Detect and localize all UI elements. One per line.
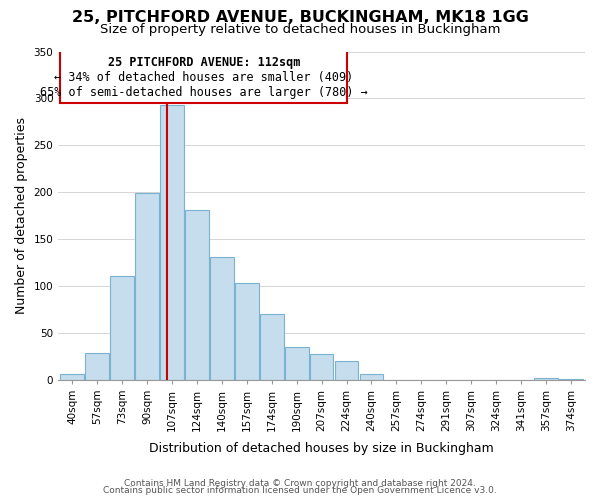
Text: Contains public sector information licensed under the Open Government Licence v3: Contains public sector information licen… xyxy=(103,486,497,495)
Bar xyxy=(210,257,233,380)
Bar xyxy=(60,374,84,380)
Bar xyxy=(310,354,334,380)
Bar xyxy=(110,276,134,380)
Bar xyxy=(185,210,209,380)
Text: Size of property relative to detached houses in Buckingham: Size of property relative to detached ho… xyxy=(100,22,500,36)
Bar xyxy=(359,374,383,380)
Text: 25 PITCHFORD AVENUE: 112sqm: 25 PITCHFORD AVENUE: 112sqm xyxy=(107,56,300,69)
Bar xyxy=(534,378,558,380)
Bar xyxy=(61,48,347,103)
Text: 65% of semi-detached houses are larger (780) →: 65% of semi-detached houses are larger (… xyxy=(40,86,368,99)
Text: ← 34% of detached houses are smaller (409): ← 34% of detached houses are smaller (40… xyxy=(54,71,353,84)
Y-axis label: Number of detached properties: Number of detached properties xyxy=(15,117,28,314)
Bar xyxy=(335,361,358,380)
Bar xyxy=(260,314,284,380)
Bar xyxy=(559,379,583,380)
Bar xyxy=(285,347,308,380)
Bar xyxy=(160,105,184,380)
Text: Contains HM Land Registry data © Crown copyright and database right 2024.: Contains HM Land Registry data © Crown c… xyxy=(124,478,476,488)
Text: 25, PITCHFORD AVENUE, BUCKINGHAM, MK18 1GG: 25, PITCHFORD AVENUE, BUCKINGHAM, MK18 1… xyxy=(71,10,529,25)
Bar xyxy=(235,283,259,380)
Bar xyxy=(135,193,159,380)
X-axis label: Distribution of detached houses by size in Buckingham: Distribution of detached houses by size … xyxy=(149,442,494,455)
Bar xyxy=(85,352,109,380)
